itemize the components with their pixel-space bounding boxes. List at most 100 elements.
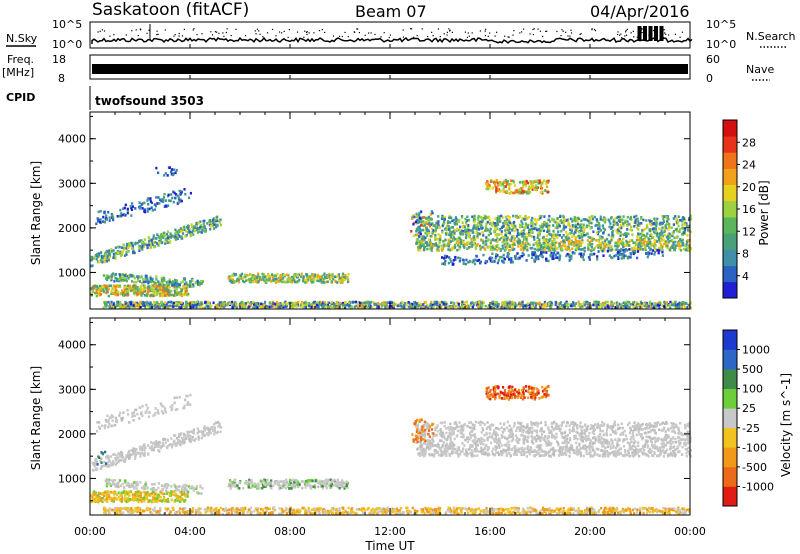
power-cell <box>552 219 556 223</box>
power-cell <box>620 248 623 251</box>
power-cell <box>487 304 490 307</box>
power-cell <box>534 255 537 259</box>
power-cell <box>595 306 599 309</box>
power-cell <box>642 241 645 245</box>
power-cell <box>573 218 576 221</box>
power-cell <box>656 217 659 221</box>
power-cell <box>423 224 426 227</box>
power-cell <box>291 306 295 309</box>
power-cell <box>579 304 582 308</box>
power-cell <box>550 234 553 237</box>
power-cell <box>508 230 511 233</box>
power-cell <box>176 230 179 233</box>
power-cell <box>583 246 586 250</box>
power-cell <box>551 239 554 243</box>
power-cell <box>127 274 130 277</box>
power-cell <box>655 222 658 225</box>
cpid-label: CPID <box>6 91 35 104</box>
power-cell <box>268 277 271 280</box>
power-cell <box>686 306 689 309</box>
power-cell <box>495 224 498 227</box>
power-cell <box>347 273 350 276</box>
power-cell <box>240 303 243 306</box>
power-cell <box>140 294 143 297</box>
power-cell <box>168 282 171 285</box>
power-cell <box>663 305 666 308</box>
power-cell <box>626 224 629 228</box>
power-cell <box>251 300 255 304</box>
power-cell <box>240 300 244 304</box>
power-cell <box>524 184 527 188</box>
power-cell <box>534 258 538 261</box>
power-cell <box>533 247 536 251</box>
nsearch-dot <box>466 36 469 39</box>
power-cell <box>107 300 110 304</box>
power-cell <box>537 179 540 182</box>
power-cell <box>635 241 638 245</box>
nsearch-dot <box>484 35 487 37</box>
power-cell <box>123 254 127 257</box>
power-cell <box>583 233 586 237</box>
power-cell <box>551 217 554 221</box>
power-cell <box>189 285 192 288</box>
power-cell <box>228 302 231 305</box>
power-cell <box>415 215 419 218</box>
power-cell <box>687 247 690 251</box>
power-cell <box>508 245 511 248</box>
power-cell <box>591 217 595 221</box>
power-cell <box>435 244 438 247</box>
power-cell <box>256 306 259 309</box>
nsearch-dot <box>255 33 257 35</box>
power-cell <box>273 274 277 278</box>
power-cell <box>120 304 123 307</box>
power-cell <box>126 250 129 253</box>
power-cell <box>626 256 630 260</box>
power-cell <box>550 251 553 255</box>
power-cell <box>526 181 530 185</box>
power-cell <box>499 248 502 251</box>
power-cell <box>202 306 205 310</box>
power-cell <box>618 238 622 242</box>
power-cell <box>586 232 589 235</box>
power-cell <box>289 280 292 284</box>
power-cell <box>94 284 97 288</box>
power-cell <box>474 245 477 249</box>
power-cell <box>496 305 499 308</box>
power-cell <box>540 227 543 231</box>
power-cell <box>649 220 652 223</box>
power-cell <box>506 179 509 183</box>
power-cell <box>665 243 668 247</box>
power-cell <box>683 217 686 220</box>
power-cell <box>306 276 309 280</box>
power-cell <box>173 304 176 308</box>
power-cell <box>603 245 606 248</box>
power-cell <box>344 274 347 278</box>
power-cell <box>544 239 547 242</box>
power-cell <box>261 272 264 276</box>
power-cell <box>377 302 380 305</box>
power-cell <box>283 280 286 284</box>
power-cell <box>529 182 532 186</box>
power-cell <box>202 222 205 226</box>
power-cell <box>652 227 655 230</box>
power-cell <box>508 231 511 235</box>
power-cell <box>267 279 271 282</box>
power-cell <box>672 241 675 244</box>
freq-label-2: [MHz] <box>2 66 34 79</box>
power-cell <box>180 199 183 203</box>
power-cell <box>507 220 511 224</box>
power-cell <box>588 216 591 219</box>
power-cell <box>314 273 317 277</box>
power-cell <box>608 254 611 257</box>
power-cell <box>659 246 662 250</box>
power-cell <box>102 220 105 223</box>
power-cell <box>415 302 418 305</box>
power-cell <box>511 236 514 240</box>
power-cell <box>569 228 572 231</box>
power-cell <box>454 304 457 308</box>
power-cell <box>163 234 166 237</box>
power-cell <box>509 243 512 247</box>
power-cell <box>141 292 144 295</box>
power-cell <box>497 304 500 308</box>
power-cell <box>491 300 495 304</box>
